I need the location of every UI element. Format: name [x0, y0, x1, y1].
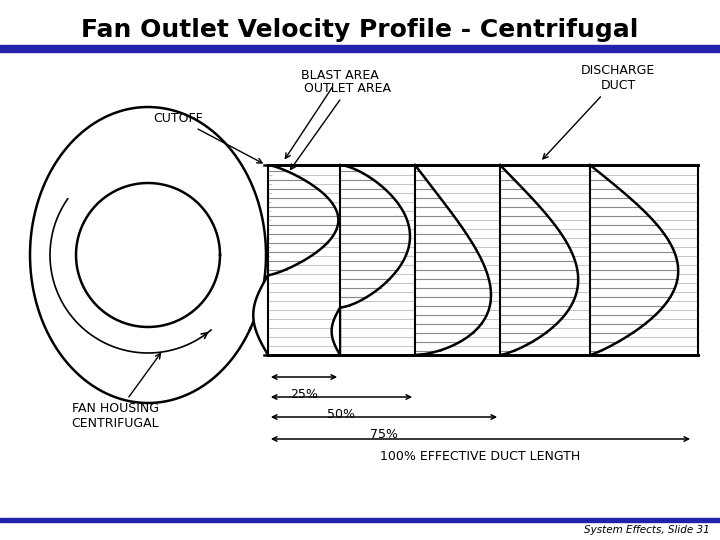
- Polygon shape: [415, 165, 491, 355]
- Polygon shape: [500, 165, 578, 355]
- Text: 25%: 25%: [290, 388, 318, 401]
- Polygon shape: [590, 165, 678, 355]
- Text: System Effects, Slide 31: System Effects, Slide 31: [584, 525, 710, 535]
- Text: 50%: 50%: [328, 408, 356, 421]
- Bar: [0, 518, 720, 522]
- Text: OUTLET AREA: OUTLET AREA: [290, 82, 392, 170]
- Text: 100% EFFECTIVE DUCT LENGTH: 100% EFFECTIVE DUCT LENGTH: [380, 450, 580, 463]
- Text: FAN HOUSING
CENTRIFUGAL: FAN HOUSING CENTRIFUGAL: [71, 354, 161, 430]
- Bar: [0, 45, 720, 52]
- Text: DISCHARGE
DUCT: DISCHARGE DUCT: [543, 64, 655, 159]
- Text: 75%: 75%: [370, 428, 398, 441]
- Text: BLAST AREA: BLAST AREA: [285, 69, 379, 158]
- Text: CUTOFF: CUTOFF: [153, 112, 262, 163]
- Polygon shape: [332, 165, 410, 355]
- Text: Fan Outlet Velocity Profile - Centrifugal: Fan Outlet Velocity Profile - Centrifuga…: [81, 18, 639, 42]
